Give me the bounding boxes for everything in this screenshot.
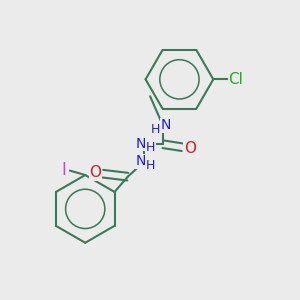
Text: N: N	[136, 137, 146, 151]
Text: H: H	[151, 123, 160, 136]
Text: H: H	[146, 141, 155, 154]
Text: O: O	[184, 141, 196, 156]
Text: Cl: Cl	[229, 72, 243, 87]
Text: I: I	[61, 161, 67, 179]
Text: H: H	[146, 159, 155, 172]
Text: N: N	[160, 118, 171, 132]
Text: N: N	[136, 154, 146, 168]
Text: O: O	[89, 165, 101, 180]
